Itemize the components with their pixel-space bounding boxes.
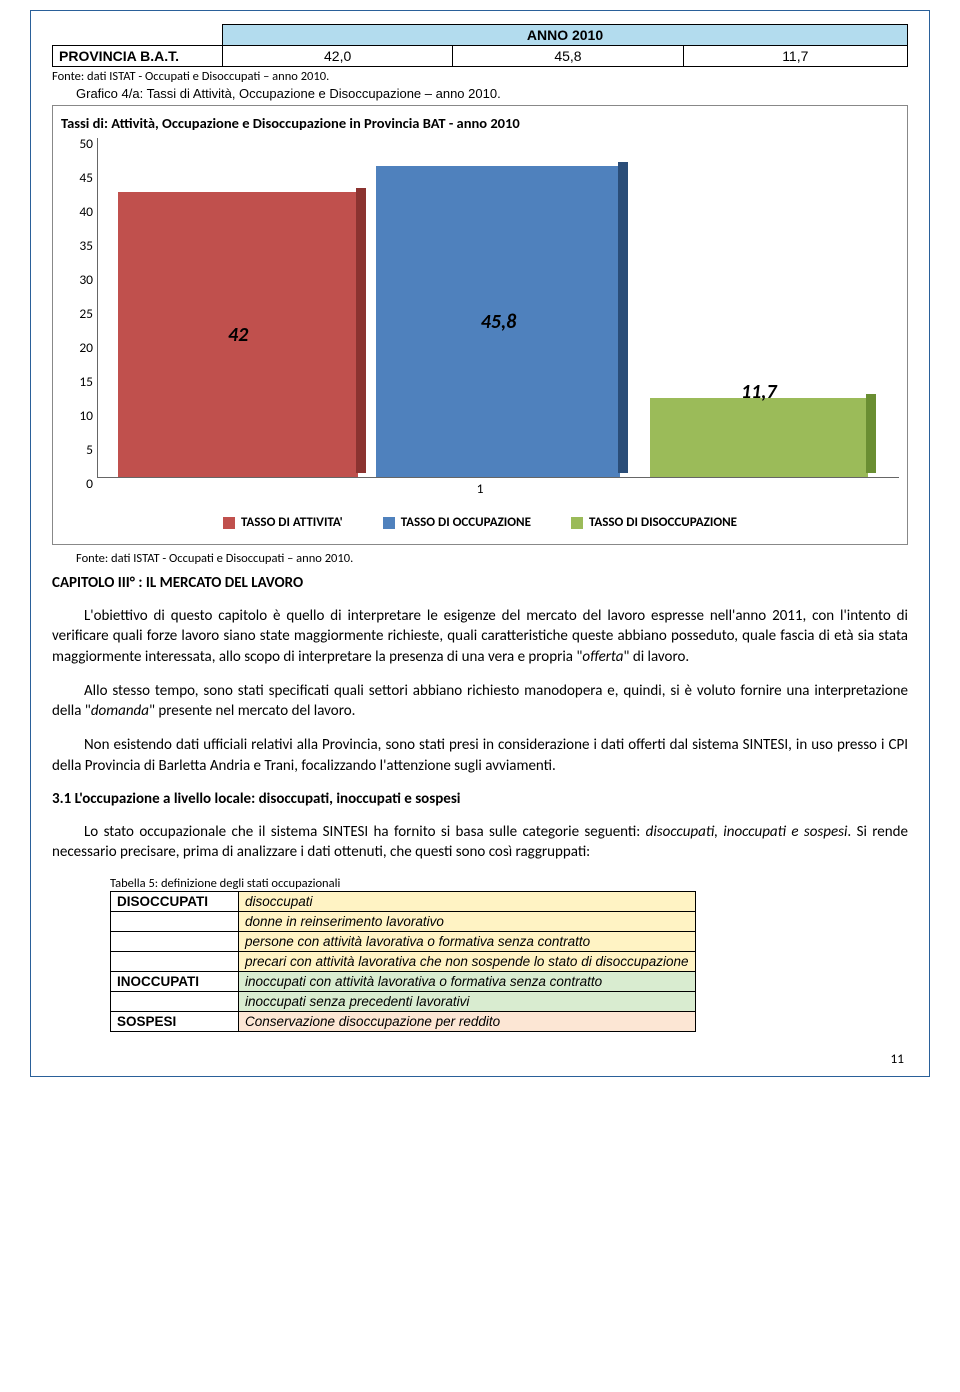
anno-val-2: 11,7 [683,46,907,67]
para-1: L'obiettivo di questo capitolo è quello … [52,606,908,667]
chart-title: Tassi di: Attività, Occupazione e Disocc… [61,114,899,132]
subheading-31: 3.1 L'occupazione a livello locale: diso… [52,790,908,808]
para-4: Lo stato occupazionale che il sistema SI… [52,822,908,863]
bar-attivita: 42 [118,192,358,477]
caption-fonte-2: Fonte: dati ISTAT - Occupati e Disoccupa… [76,551,908,566]
caption-fonte-1: Fonte: dati ISTAT - Occupati e Disoccupa… [52,69,908,84]
anno-header: ANNO 2010 [223,25,908,46]
caption-grafico: Grafico 4/a: Tassi di Attività, Occupazi… [76,86,908,101]
legend-item: TASSO DI DISOCCUPAZIONE [571,515,737,530]
chart-x-tick: 1 [61,480,899,497]
anno-val-0: 42,0 [223,46,453,67]
anno-val-1: 45,8 [453,46,683,67]
legend-item: TASSO DI ATTIVITA' [223,515,343,530]
para-3: Non esistendo dati ufficiali relativi al… [52,735,908,776]
heading-capitolo: CAPITOLO III° : IL MERCATO DEL LAVORO [52,574,908,592]
chart-frame: Tassi di: Attività, Occupazione e Disocc… [52,105,908,545]
tab5-caption: Tabella 5: definizione degli stati occup… [110,876,908,891]
bar-occupazione: 45,8 [376,166,620,477]
para-2: Allo stesso tempo, sono stati specificat… [52,681,908,722]
chart-plot: 4245,8 11,7 [97,138,899,478]
page-number: 11 [52,1050,908,1067]
chart-y-axis: 05101520253035404550 [61,138,97,478]
anno-table: ANNO 2010 PROVINCIA B.A.T. 42,0 45,8 11,… [52,24,908,67]
table-5: DISOCCUPATIdisoccupatidonne in reinserim… [110,891,696,1032]
anno-row-label: PROVINCIA B.A.T. [53,46,223,67]
chart-legend: TASSO DI ATTIVITA' TASSO DI OCCUPAZIONE TA… [61,515,899,530]
legend-item: TASSO DI OCCUPAZIONE [383,515,531,530]
bar-disoccupazione: 11,7 [650,398,868,477]
